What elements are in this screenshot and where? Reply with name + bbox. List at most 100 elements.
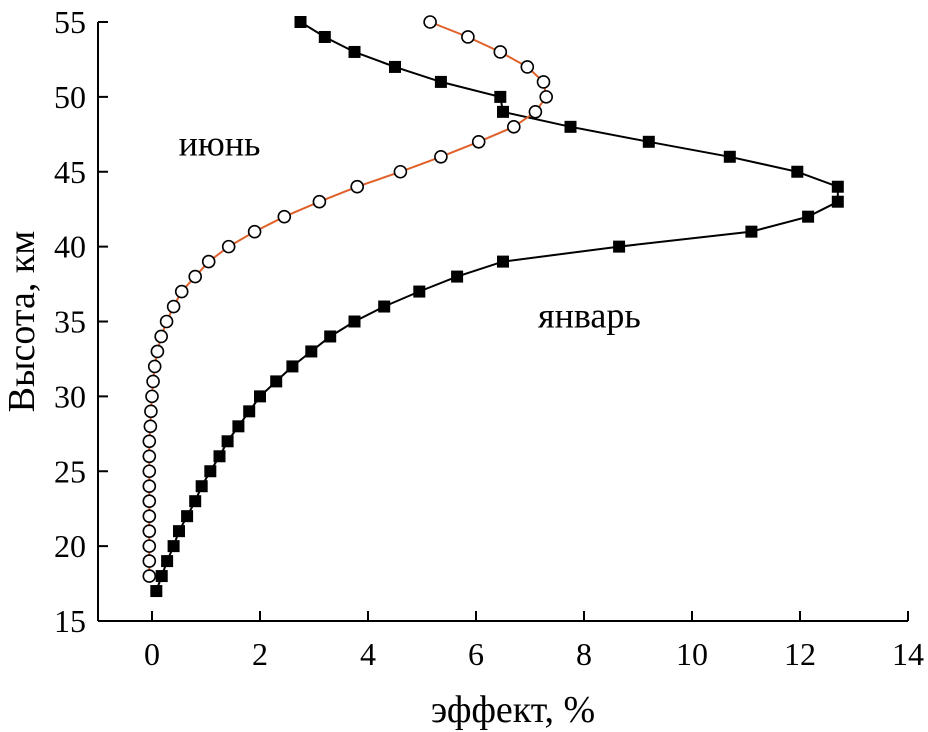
data-point (189, 495, 202, 508)
y-tick-label: 55 (54, 4, 86, 40)
data-point (142, 554, 157, 568)
data-point (221, 239, 236, 254)
data-point (146, 374, 160, 389)
data-point (154, 329, 168, 344)
data-point (494, 90, 507, 103)
data-point (247, 224, 262, 239)
data-point (195, 480, 208, 493)
data-point (389, 60, 401, 73)
y-axis-title: Высота, км (1, 231, 43, 413)
data-point (142, 464, 157, 479)
data-point (318, 30, 331, 43)
annotations: июнь январь (179, 123, 641, 335)
data-point (528, 105, 543, 119)
data-point (286, 360, 299, 373)
series-1 (150, 16, 844, 598)
data-point (497, 105, 509, 118)
data-point (536, 75, 551, 89)
y-tick-label: 15 (54, 603, 86, 639)
data-point (145, 389, 159, 404)
data-point (143, 419, 158, 434)
data-point (155, 570, 168, 583)
y-tick-label: 25 (54, 453, 86, 489)
data-point (204, 465, 217, 478)
y-tick-label: 40 (54, 229, 86, 265)
data-point (142, 479, 157, 494)
data-point (142, 449, 157, 464)
data-point (144, 404, 158, 419)
data-point (166, 299, 181, 314)
data-point (413, 285, 426, 298)
x-tick-label: 6 (468, 636, 484, 672)
data-point (270, 375, 283, 388)
data-point (451, 270, 464, 283)
data-point (471, 135, 486, 149)
data-point (461, 30, 475, 44)
data-point (642, 135, 655, 148)
data-point (150, 344, 165, 359)
ticks: 15 20 25 30 35 40 45 50 55 0 2 4 6 8 10 12 14 (54, 4, 924, 672)
data-point (539, 90, 554, 104)
data-point (201, 254, 216, 269)
data-point (294, 16, 307, 28)
data-point (378, 300, 391, 313)
series-layer (142, 15, 844, 598)
data-point (723, 150, 736, 163)
data-point (791, 165, 804, 178)
data-point (243, 405, 256, 418)
data-point (434, 75, 447, 88)
y-tick-label: 45 (54, 154, 86, 190)
data-point (745, 225, 758, 238)
data-point (150, 585, 163, 598)
data-point (161, 555, 174, 568)
data-point (221, 435, 234, 448)
data-point (232, 420, 245, 433)
series-label: январь (538, 295, 641, 335)
data-point (348, 45, 361, 58)
data-point (142, 494, 157, 509)
data-point (520, 60, 535, 74)
data-point (613, 240, 626, 253)
x-tick-label: 14 (892, 636, 924, 672)
y-tick-label: 50 (54, 79, 86, 115)
data-point (181, 510, 194, 523)
data-point (423, 15, 437, 29)
data-point (305, 345, 318, 358)
x-tick-label: 4 (360, 636, 376, 672)
series-line (148, 21, 548, 577)
data-point (497, 255, 509, 268)
series-2 (142, 15, 554, 583)
data-point (142, 539, 157, 553)
data-point (831, 195, 844, 208)
data-point (350, 179, 365, 194)
x-tick-label: 12 (784, 636, 816, 672)
data-point (802, 210, 815, 223)
data-point (147, 359, 162, 374)
data-point (142, 524, 157, 538)
x-tick-label: 10 (676, 636, 708, 672)
y-tick-label: 30 (54, 378, 86, 414)
data-point (174, 284, 189, 299)
data-point (159, 314, 174, 329)
y-tick-label: 35 (54, 304, 86, 340)
data-point (277, 209, 292, 224)
data-point (348, 315, 361, 328)
data-point (142, 569, 157, 583)
data-point (142, 509, 157, 523)
data-point (312, 194, 327, 209)
series-label: июнь (179, 123, 261, 163)
x-tick-label: 8 (576, 636, 592, 672)
data-point (188, 269, 202, 284)
data-point (254, 390, 266, 403)
x-tick-label: 0 (144, 636, 160, 672)
data-point (142, 434, 157, 449)
data-point (173, 525, 185, 538)
x-axis-title: эффект, % (431, 689, 595, 731)
data-point (167, 540, 180, 553)
data-point (213, 450, 226, 463)
data-point (831, 180, 844, 193)
data-point (324, 330, 337, 343)
data-point (434, 149, 448, 164)
y-tick-label: 20 (54, 528, 86, 564)
